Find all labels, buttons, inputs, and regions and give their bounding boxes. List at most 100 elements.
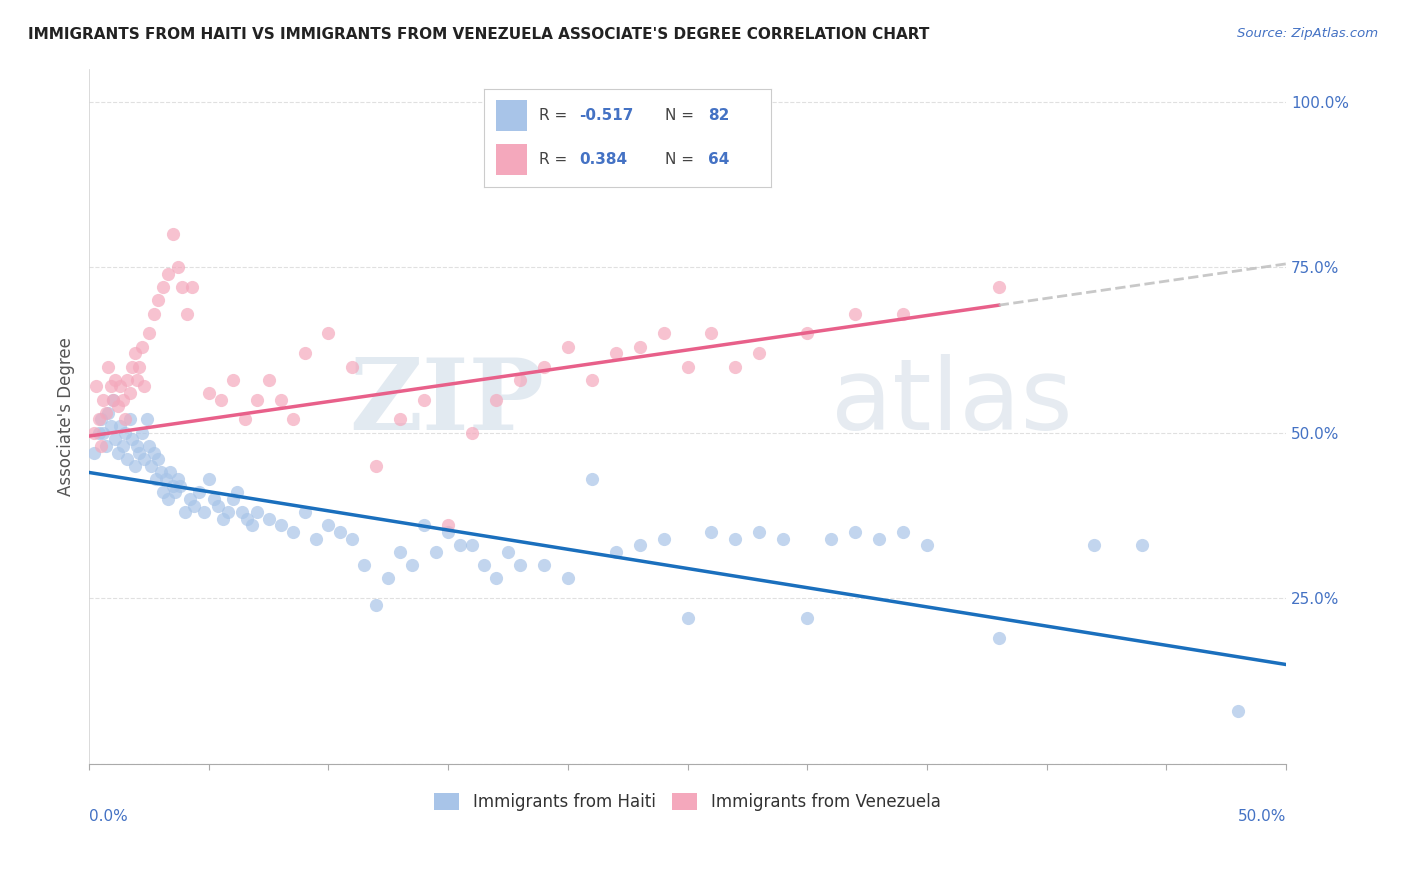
Point: [155, 472, 177, 486]
Point: [149, 466, 172, 480]
Point: [90, 412, 112, 426]
Point: [90, 439, 112, 453]
Point: [485, 392, 508, 407]
Point: [197, 472, 219, 486]
Point: [246, 392, 269, 407]
Point: [240, 518, 263, 533]
Point: [270, 392, 292, 407]
Point: [135, 412, 157, 426]
Text: ZIP: ZIP: [349, 354, 544, 450]
Point: [93, 392, 115, 407]
Point: [117, 452, 139, 467]
Point: [281, 412, 304, 426]
Point: [142, 445, 165, 459]
Point: [222, 373, 245, 387]
Point: [318, 518, 340, 533]
Point: [820, 532, 842, 546]
Point: [157, 267, 180, 281]
Point: [796, 611, 818, 625]
Point: [257, 373, 280, 387]
Point: [533, 558, 555, 573]
Point: [891, 306, 914, 320]
Point: [125, 439, 148, 453]
Point: [94, 406, 117, 420]
Point: [207, 499, 229, 513]
Point: [844, 306, 866, 320]
Point: [138, 326, 160, 341]
Y-axis label: Associate's Degree: Associate's Degree: [58, 337, 75, 496]
Legend: Immigrants from Haiti, Immigrants from Venezuela: Immigrants from Haiti, Immigrants from V…: [427, 787, 948, 818]
Point: [148, 293, 170, 308]
Point: [413, 392, 436, 407]
Point: [496, 545, 519, 559]
Point: [197, 386, 219, 401]
Point: [461, 425, 484, 440]
Point: [125, 373, 148, 387]
Point: [413, 518, 436, 533]
Point: [533, 359, 555, 374]
Point: [226, 485, 249, 500]
Point: [628, 538, 651, 552]
Point: [1083, 538, 1105, 552]
Point: [118, 386, 141, 401]
Point: [748, 524, 770, 539]
Point: [652, 532, 675, 546]
Point: [101, 392, 124, 407]
Point: [557, 340, 579, 354]
Point: [83, 425, 105, 440]
Point: [202, 491, 225, 506]
Point: [987, 631, 1010, 645]
Point: [628, 340, 651, 354]
Point: [173, 505, 195, 519]
Point: [128, 445, 150, 459]
Point: [509, 373, 531, 387]
Point: [152, 485, 174, 500]
Point: [605, 545, 627, 559]
Point: [111, 439, 134, 453]
Point: [676, 611, 699, 625]
Point: [87, 425, 110, 440]
Point: [118, 412, 141, 426]
Point: [169, 479, 191, 493]
Point: [305, 532, 328, 546]
Point: [212, 512, 235, 526]
Point: [485, 571, 508, 585]
Point: [472, 558, 495, 573]
Point: [159, 466, 181, 480]
Point: [796, 326, 818, 341]
Point: [97, 406, 120, 420]
Point: [193, 505, 215, 519]
Point: [183, 499, 205, 513]
Point: [107, 399, 129, 413]
Point: [425, 545, 447, 559]
Point: [162, 479, 184, 493]
Point: [581, 373, 603, 387]
Point: [342, 532, 364, 546]
Point: [1130, 538, 1153, 552]
Point: [121, 433, 143, 447]
Point: [318, 326, 340, 341]
Point: [329, 524, 352, 539]
Point: [107, 445, 129, 459]
Point: [449, 538, 471, 552]
Point: [270, 518, 292, 533]
Point: [145, 472, 167, 486]
Point: [104, 373, 127, 387]
Point: [868, 532, 890, 546]
Point: [188, 485, 211, 500]
Point: [141, 458, 163, 473]
Point: [108, 419, 131, 434]
Text: atlas: atlas: [831, 354, 1073, 450]
Point: [437, 518, 460, 533]
Point: [166, 472, 188, 486]
Point: [461, 538, 484, 552]
Point: [557, 571, 579, 585]
Point: [401, 558, 423, 573]
Point: [222, 491, 245, 506]
Point: [84, 379, 107, 393]
Text: IMMIGRANTS FROM HAITI VS IMMIGRANTS FROM VENEZUELA ASSOCIATE'S DEGREE CORRELATIO: IMMIGRANTS FROM HAITI VS IMMIGRANTS FROM…: [28, 27, 929, 42]
Point: [148, 452, 170, 467]
Point: [181, 280, 204, 294]
Point: [748, 346, 770, 360]
Point: [117, 373, 139, 387]
